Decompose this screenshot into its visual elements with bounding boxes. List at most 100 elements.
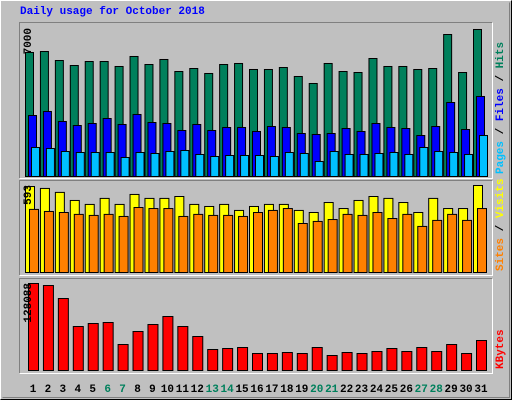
x-tick-label: 17 (265, 384, 278, 396)
legend-entry: Pages (495, 141, 507, 174)
bar (28, 283, 39, 371)
legend-separator: / (495, 68, 507, 88)
bar (42, 285, 54, 371)
bar (374, 152, 384, 177)
bar (267, 209, 278, 273)
bar (371, 351, 383, 372)
panel-frame (19, 180, 493, 276)
x-tick-label: 2 (45, 384, 52, 396)
x-tick-label: 23 (355, 384, 369, 396)
bar (419, 146, 429, 178)
bar (311, 347, 323, 371)
bar (462, 219, 473, 274)
bar (297, 222, 308, 273)
legend: Sites / Visits (495, 179, 507, 271)
x-tick-label: 1 (30, 384, 37, 396)
bar (447, 213, 458, 273)
bar (105, 152, 115, 177)
bar (281, 352, 293, 372)
bar (386, 348, 398, 371)
bar (210, 155, 220, 177)
legend: KBytes (495, 329, 507, 369)
bar (88, 214, 99, 273)
bar (238, 215, 249, 274)
bar (434, 150, 444, 178)
bar (102, 322, 114, 372)
bar (180, 149, 190, 178)
bar (417, 225, 428, 273)
bar (31, 146, 40, 178)
bar (223, 214, 234, 273)
bar (252, 353, 263, 371)
y-tick-label: 593 (23, 185, 35, 205)
legend-entry: Files (495, 88, 507, 121)
bar (192, 336, 204, 372)
bar (73, 213, 84, 273)
bar (431, 351, 443, 372)
x-tick-label: 20 (310, 384, 323, 396)
bar (117, 344, 129, 372)
x-tick-label: 3 (60, 384, 67, 396)
x-tick-label: 29 (445, 384, 458, 396)
bar (255, 155, 264, 177)
x-tick-label: 16 (250, 384, 263, 396)
panel-frame (19, 180, 493, 276)
bar (402, 213, 413, 273)
bar (207, 349, 219, 372)
bar (148, 208, 159, 273)
legend-entry: Sites (495, 238, 507, 271)
x-tick-label: 6 (104, 384, 111, 396)
bar (150, 152, 160, 177)
bar (45, 148, 55, 177)
panel-frame (19, 22, 493, 179)
bar (60, 150, 70, 178)
bar (416, 347, 428, 371)
bar (329, 150, 339, 178)
legend-entry: Hits (495, 42, 507, 68)
x-tick-label: 27 (415, 384, 428, 396)
x-tick-label: 30 (459, 384, 472, 396)
bar (314, 160, 324, 177)
bar (477, 208, 487, 273)
bar (464, 153, 474, 177)
bar (133, 207, 144, 273)
bar (342, 213, 353, 273)
bar (29, 208, 39, 274)
bar (118, 215, 129, 274)
panel-frame (19, 22, 493, 179)
legend: Pages / Files / Hits (495, 42, 507, 174)
panel-frame (19, 278, 493, 374)
bar (195, 153, 205, 177)
bar (90, 152, 100, 177)
legend-entry: KBytes (495, 329, 507, 369)
legend-separator: / (495, 218, 507, 238)
bar (389, 152, 399, 177)
x-tick-label: 9 (149, 384, 156, 396)
bar (147, 324, 159, 371)
bar (132, 331, 144, 371)
bar (58, 211, 69, 273)
bar (446, 344, 458, 372)
x-tick-label: 18 (280, 384, 294, 396)
bar (43, 210, 54, 273)
bar (341, 352, 353, 372)
bar (296, 353, 308, 371)
x-tick-label: 15 (235, 384, 249, 396)
bar (449, 152, 459, 177)
bar (225, 155, 235, 177)
chart-title: Daily usage for October 2018 (20, 6, 205, 18)
x-tick-label: 7 (119, 384, 126, 396)
x-tick-label: 10 (161, 384, 174, 396)
x-tick-label: 14 (221, 384, 235, 396)
y-tick-label: 7000 (23, 28, 35, 54)
bar (432, 219, 443, 274)
bar (75, 152, 85, 177)
x-tick-label: 5 (89, 384, 96, 396)
y-tick-label: 128088 (23, 283, 35, 323)
x-tick-label: 13 (206, 384, 220, 396)
x-tick-label: 24 (370, 384, 384, 396)
bar (359, 153, 369, 177)
